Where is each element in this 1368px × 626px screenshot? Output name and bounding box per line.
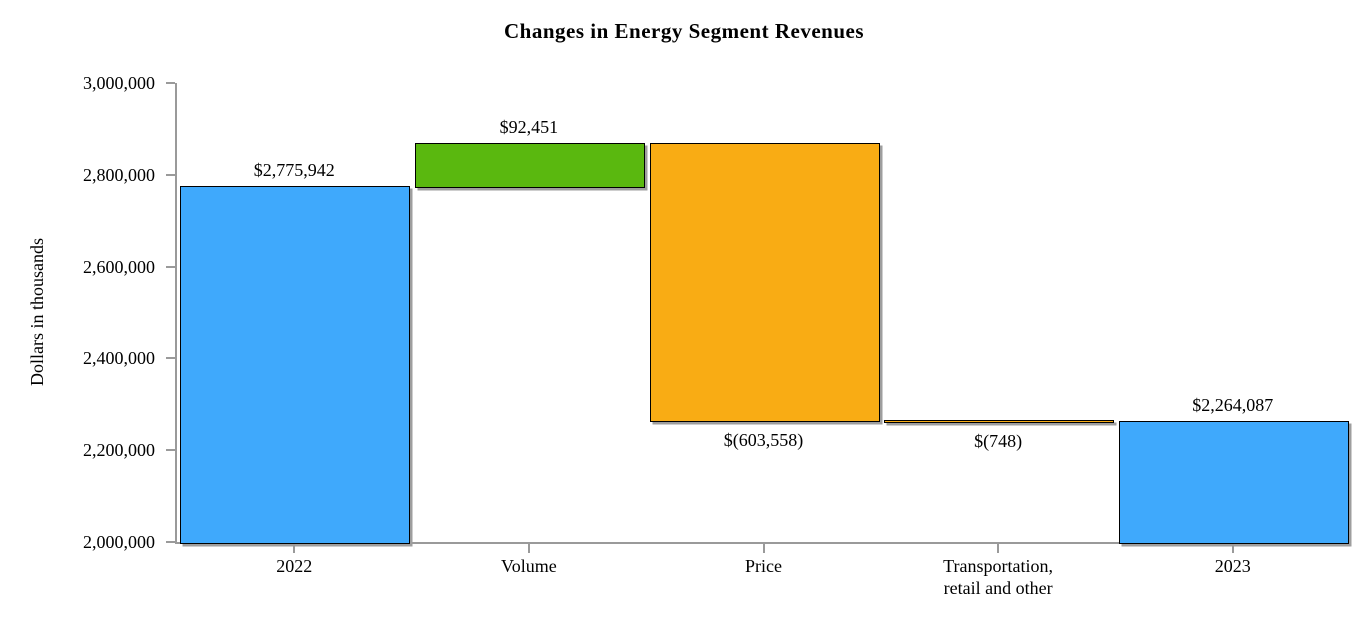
x-tick-label: Transportation, retail and other xyxy=(943,556,1054,598)
y-tick-mark xyxy=(166,449,175,452)
bar-decrease-4 xyxy=(884,420,1115,423)
x-tick-label: Price xyxy=(744,556,782,576)
x-tick-mark xyxy=(762,544,765,553)
y-tick-label: 2,200,000 xyxy=(83,440,155,461)
bar-value-label: $2,775,942 xyxy=(253,159,335,180)
bar-value-label: $92,451 xyxy=(499,117,559,138)
y-tick-mark xyxy=(166,265,175,268)
y-tick-mark xyxy=(166,357,175,360)
bar-decrease-3 xyxy=(649,143,880,423)
y-tick-mark xyxy=(166,541,175,543)
y-tick-label: 2,000,000 xyxy=(83,532,155,552)
y-tick-mark xyxy=(166,173,175,176)
x-tick-label: 2022 xyxy=(276,556,313,576)
plot-area: 2,000,000 2,200,000 2,400,000 2,600,000 2,80… xyxy=(83,73,1350,598)
bar-value-label: $2,264,087 xyxy=(1192,394,1274,415)
chart-title: Changes in Energy Segment Revenues xyxy=(503,19,864,43)
y-tick-label: 2,400,000 xyxy=(83,348,155,369)
bar-value-label: $(603,558) xyxy=(723,430,804,451)
y-tick-label: 2,800,000 xyxy=(83,164,155,185)
bar-value-label: $(748) xyxy=(974,430,1023,451)
x-tick-mark xyxy=(997,544,1000,553)
x-tick-label: 2023 xyxy=(1214,556,1251,576)
bar-increase-2 xyxy=(414,143,645,188)
x-tick-mark xyxy=(527,544,530,553)
x-tick-mark xyxy=(1231,544,1234,553)
y-tick-label: 2,600,000 xyxy=(83,256,155,277)
bar-total-5 xyxy=(1118,420,1349,544)
y-axis-title: Dollars in thousands xyxy=(27,238,47,386)
x-tick-label: Volume xyxy=(501,556,557,576)
x-tick-mark xyxy=(293,544,296,553)
y-tick-mark xyxy=(166,82,175,84)
y-tick-label: 3,000,000 xyxy=(83,73,155,93)
bar-total-1 xyxy=(180,185,411,544)
